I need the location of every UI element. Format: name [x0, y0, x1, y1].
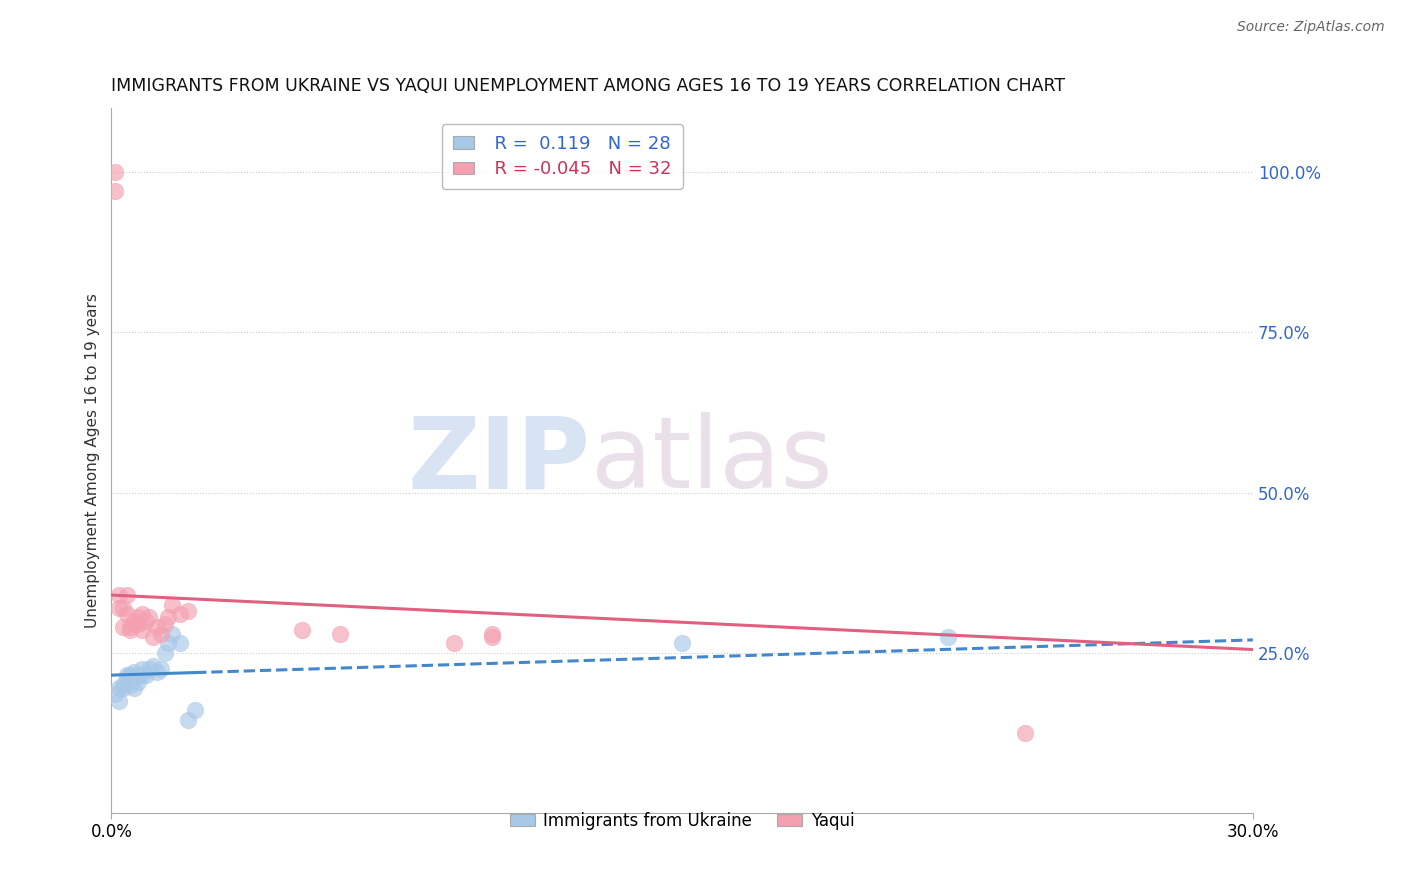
Point — [671, 636, 693, 650]
Point — [104, 687, 127, 701]
Point — [120, 668, 142, 682]
Point — [162, 598, 184, 612]
Point — [131, 668, 153, 682]
Point — [108, 681, 131, 695]
Text: Source: ZipAtlas.com: Source: ZipAtlas.com — [1237, 20, 1385, 34]
Point — [146, 620, 169, 634]
Point — [142, 658, 165, 673]
Point — [153, 646, 176, 660]
Point — [135, 668, 157, 682]
Point — [115, 588, 138, 602]
Point — [127, 668, 149, 682]
Point — [162, 626, 184, 640]
Point — [157, 636, 180, 650]
Point — [115, 607, 138, 622]
Point — [127, 616, 149, 631]
Point — [169, 636, 191, 650]
Point — [329, 626, 352, 640]
Point — [169, 607, 191, 622]
Point — [142, 630, 165, 644]
Text: atlas: atlas — [591, 412, 832, 509]
Point — [157, 610, 180, 624]
Point — [122, 614, 145, 628]
Point — [138, 610, 160, 624]
Point — [120, 624, 142, 638]
Point — [291, 624, 314, 638]
Point — [131, 662, 153, 676]
Point — [120, 620, 142, 634]
Point — [176, 604, 198, 618]
Point — [122, 616, 145, 631]
Point — [111, 678, 134, 692]
Point — [120, 678, 142, 692]
Point — [481, 630, 503, 644]
Point — [443, 636, 465, 650]
Point — [104, 185, 127, 199]
Point — [108, 600, 131, 615]
Point — [122, 681, 145, 695]
Point — [938, 630, 960, 644]
Point — [131, 607, 153, 622]
Point — [184, 703, 207, 717]
Point — [138, 662, 160, 676]
Point — [111, 681, 134, 695]
Point — [111, 600, 134, 615]
Point — [149, 626, 172, 640]
Legend: Immigrants from Ukraine, Yaqui: Immigrants from Ukraine, Yaqui — [503, 805, 860, 837]
Point — [153, 616, 176, 631]
Point — [131, 624, 153, 638]
Y-axis label: Unemployment Among Ages 16 to 19 years: Unemployment Among Ages 16 to 19 years — [86, 293, 100, 628]
Text: ZIP: ZIP — [408, 412, 591, 509]
Point — [149, 662, 172, 676]
Point — [135, 614, 157, 628]
Point — [127, 674, 149, 689]
Point — [108, 588, 131, 602]
Point — [115, 671, 138, 685]
Point — [111, 620, 134, 634]
Point — [108, 694, 131, 708]
Point — [115, 668, 138, 682]
Point — [1014, 726, 1036, 740]
Point — [481, 626, 503, 640]
Point — [176, 713, 198, 727]
Point — [146, 665, 169, 679]
Point — [104, 165, 127, 179]
Text: IMMIGRANTS FROM UKRAINE VS YAQUI UNEMPLOYMENT AMONG AGES 16 TO 19 YEARS CORRELAT: IMMIGRANTS FROM UKRAINE VS YAQUI UNEMPLO… — [111, 78, 1066, 95]
Point — [127, 610, 149, 624]
Point — [122, 665, 145, 679]
